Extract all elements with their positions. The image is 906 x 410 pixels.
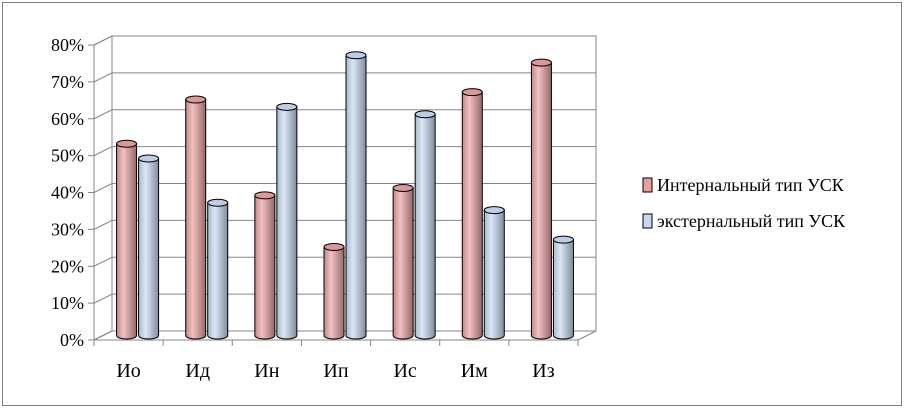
x-tick-label: Ио	[116, 360, 140, 382]
bar-экстернальный тип УСК	[207, 198, 229, 340]
bar-экстернальный тип УСК	[552, 235, 574, 340]
bar-экстернальный тип УСК	[276, 102, 298, 340]
bar-экстернальный тип УСК	[345, 51, 367, 340]
y-tick-label: 80%	[51, 35, 84, 55]
y-tick-label: 50%	[51, 146, 84, 166]
x-tick-label: Им	[461, 360, 488, 382]
y-tick-label: 10%	[51, 293, 84, 313]
bar-Интернальный тип УСК	[185, 95, 207, 340]
bars	[116, 51, 574, 340]
x-tick-label: Ид	[185, 360, 210, 382]
legend-swatch	[642, 213, 653, 229]
gridline	[93, 35, 596, 46]
bar-Интернальный тип УСК	[323, 243, 345, 340]
bar-Интернальный тип УСК	[254, 191, 276, 340]
y-tick-label: 30%	[51, 219, 84, 239]
y-tick-label: 70%	[51, 72, 84, 92]
bar-Интернальный тип УСК	[392, 184, 414, 340]
gridline	[93, 72, 596, 83]
legend: Интернальный тип УСК экстернальный тип УС…	[642, 175, 846, 231]
x-tick-label: Ип	[323, 360, 348, 382]
bar-экстернальный тип УСК	[483, 206, 505, 340]
y-tick-label: 20%	[51, 256, 84, 276]
bar-Интернальный тип УСК	[116, 139, 138, 340]
y-tick-label: 60%	[51, 109, 84, 129]
y-axis-ticks: 0% 10% 20% 30% 40% 50% 60% 70% 80%	[51, 35, 84, 350]
legend-label: экстернальный тип УСК	[657, 211, 846, 231]
x-tick-label: Из	[532, 360, 554, 382]
bar-экстернальный тип УСК	[138, 154, 160, 340]
bar-Интернальный тип УСК	[461, 88, 483, 340]
bar-Интернальный тип УСК	[530, 58, 552, 340]
y-tick-label: 0%	[60, 330, 84, 350]
legend-swatch	[642, 177, 653, 193]
y-tick-label: 40%	[51, 183, 84, 203]
x-tick-label: Ин	[254, 360, 279, 382]
x-axis-ticks: Ио Ид Ин Ип Ис Им Из	[93, 340, 579, 382]
floor	[93, 330, 597, 341]
gridline	[93, 109, 596, 120]
legend-label: Интернальный тип УСК	[657, 175, 845, 195]
bar-экстернальный тип УСК	[414, 110, 436, 340]
x-tick-label: Ис	[393, 360, 416, 382]
